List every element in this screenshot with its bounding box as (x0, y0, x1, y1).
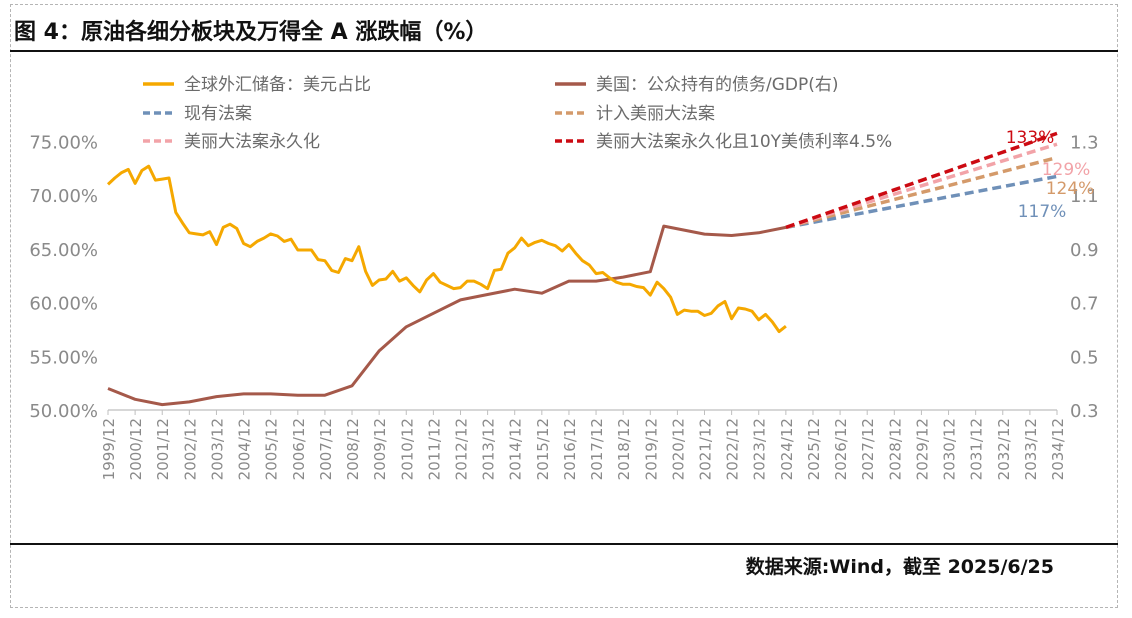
x-tick-label: 2034/12 (1049, 418, 1067, 480)
y-left-tick-label: 70.00% (29, 186, 98, 207)
series-line-5 (785, 131, 1058, 230)
y-left-tick-label: 55.00% (29, 347, 98, 368)
legend-label-0: 全球外汇储备：美元占比 (184, 75, 371, 95)
x-tick-label: 2033/12 (1022, 418, 1040, 480)
y-right-tick-label: 0.7 (1070, 294, 1099, 315)
y-left-tick-label: 75.00% (29, 132, 98, 153)
y-left-tick-label: 65.00% (29, 240, 98, 261)
figure-title: 图 4：原油各细分板块及万得全 A 涨跌幅（%） (14, 20, 488, 45)
x-tick-label: 2020/12 (669, 418, 687, 480)
x-tick-label: 2021/12 (697, 418, 715, 480)
legend-label-5: 美丽大法案永久化且10Y美债利率4.5% (596, 132, 892, 152)
x-tick-label: 2016/12 (561, 418, 579, 480)
legend-label-2: 现有法案 (184, 104, 252, 124)
x-tick-label: 2014/12 (507, 418, 525, 480)
end-label-4: 129% (1042, 160, 1091, 180)
x-tick-label: 2018/12 (615, 418, 633, 480)
x-tick-label: 2025/12 (805, 418, 823, 480)
x-tick-label: 2031/12 (968, 418, 986, 480)
x-tick-label: 2007/12 (317, 418, 335, 480)
x-tick-label: 2030/12 (941, 418, 959, 480)
y-right-tick-label: 0.5 (1070, 347, 1099, 368)
source-divider (10, 543, 1118, 545)
x-tick-label: 2005/12 (263, 418, 281, 480)
end-label-2: 117% (1018, 202, 1067, 222)
x-tick-label: 2006/12 (290, 418, 308, 480)
x-tick-label: 2024/12 (778, 418, 796, 480)
series-line-1 (107, 224, 787, 407)
x-tick-label: 2003/12 (208, 418, 226, 480)
series-line-3 (785, 155, 1058, 230)
x-tick-label: 2013/12 (480, 418, 498, 480)
x-tick-label: 1999/12 (100, 418, 118, 480)
y-right-tick-label: 1.3 (1070, 132, 1099, 153)
x-tick-label: 2022/12 (724, 418, 742, 480)
x-tick-label: 2000/12 (127, 418, 145, 480)
x-tick-label: 2029/12 (913, 418, 931, 480)
x-tick-label: 2009/12 (371, 418, 389, 480)
legend-label-4: 美丽大法案永久化 (184, 132, 320, 152)
x-tick-label: 2028/12 (886, 418, 904, 480)
end-label-5: 133% (1006, 128, 1055, 148)
x-tick-label: 2032/12 (995, 418, 1013, 480)
y-right-tick-label: 0.3 (1070, 401, 1099, 422)
y-right-tick-label: 0.9 (1070, 240, 1099, 261)
series-line-2 (785, 174, 1058, 230)
legend-label-1: 美国：公众持有的债务/GDP(右) (596, 75, 839, 95)
x-tick-label: 2010/12 (398, 418, 416, 480)
source-note: 数据来源:Wind，截至 2025/6/25 (745, 556, 1054, 578)
x-tick-label: 2002/12 (181, 418, 199, 480)
x-tick-label: 2023/12 (751, 418, 769, 480)
title-divider (10, 50, 1118, 52)
x-tick-label: 2008/12 (344, 418, 362, 480)
x-tick-label: 2026/12 (832, 418, 850, 480)
series-line-0 (106, 164, 787, 334)
x-tick-label: 2012/12 (452, 418, 470, 480)
x-tick-label: 2019/12 (642, 418, 660, 480)
end-label-3: 124% (1046, 179, 1095, 199)
x-tick-label: 2027/12 (859, 418, 877, 480)
y-left-tick-label: 50.00% (29, 401, 98, 422)
x-tick-label: 2011/12 (425, 418, 443, 480)
legend-label-3: 计入美丽大法案 (596, 104, 715, 124)
y-right-tick-label: 1.1 (1070, 186, 1099, 207)
x-tick-label: 2017/12 (588, 418, 606, 480)
x-tick-label: 2015/12 (534, 418, 552, 480)
x-tick-label: 2004/12 (236, 418, 254, 480)
y-left-tick-label: 60.00% (29, 294, 98, 315)
figure-frame (10, 4, 1118, 608)
x-tick-label: 2001/12 (154, 418, 172, 480)
